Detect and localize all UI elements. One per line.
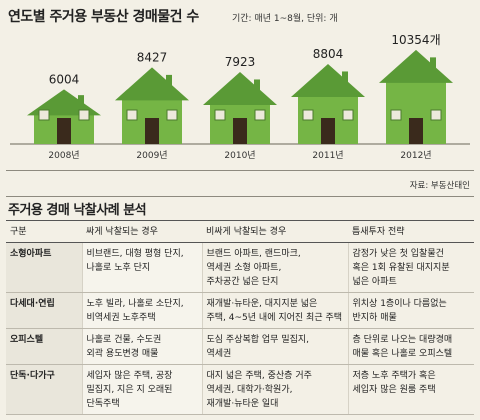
auction-cases-table: 구분 싸게 낙찰되는 경우 비싸게 낙찰되는 경우 틈새투자 전략 소형아파트 …: [6, 220, 474, 415]
chart-title: 연도별 주거용 부동산 경매물건 수: [8, 9, 199, 25]
expensive-cell: 브랜드 아파트, 랜드마크, 역세권 소형 아파트, 주차공간 넓은 단지: [206, 249, 301, 287]
row-type: 다세대·연립: [6, 292, 82, 329]
value-label: 8427: [137, 50, 168, 64]
strategy-cell: 감정가 낮은 첫 입찰물건 혹은 1회 유찰된 대지지분 넓은 아파트: [352, 249, 450, 287]
house-door: [57, 118, 71, 144]
value-label: 6004: [49, 72, 80, 86]
header-strategy: 틈새투자 전략: [348, 220, 474, 243]
strategy-cell: 위치상 1층이나 다름없는 반지하 매물: [352, 299, 447, 323]
house-door: [233, 118, 247, 144]
table-row: 소형아파트 비브랜드, 대형 평형 단지, 나홀로 노후 단지 브랜드 아파트,…: [6, 242, 474, 293]
cheap-cell: 나홀로 건물, 수도권 외곽 용도변경 매물: [86, 335, 162, 359]
category-label: 2009년: [136, 150, 167, 161]
header-cheap: 싸게 낙찰되는 경우: [82, 220, 202, 243]
house-window: [302, 109, 314, 121]
house-roof: [291, 63, 365, 97]
house-roof: [379, 49, 453, 83]
expensive-cell: 대지 넓은 주택, 중산층 거주 역세권, 대학가·학원가, 재개발·뉴타운 일…: [206, 371, 312, 409]
table-row: 단독·다가구 세입자 많은 주택, 공장 밀집지, 지은 지 오래된 단독주택 …: [6, 364, 474, 415]
cheap-cell: 비브랜드, 대형 평형 단지, 나홀로 노후 단지: [86, 249, 184, 273]
house-door: [409, 118, 423, 144]
category-label: 2012년: [400, 150, 431, 161]
source-note: 자료: 부동산태인: [409, 181, 470, 191]
category-label: 2008년: [48, 150, 79, 161]
house-window: [214, 109, 226, 121]
row-type: 오피스텔: [6, 328, 82, 365]
strategy-cell: 층 단위로 나오는 대량경매 매물 혹은 나홀로 오피스텔: [352, 335, 453, 359]
table-row: 다세대·연립 노후 빌라, 나홀로 소단지, 비역세권 노후주택 재개발·뉴타운…: [6, 292, 474, 329]
cheap-cell: 노후 빌라, 나홀로 소단지, 비역세권 노후주택: [86, 299, 184, 323]
house-door: [145, 118, 159, 144]
house-window: [390, 109, 402, 121]
house-window: [166, 109, 178, 121]
category-label: 2011년: [312, 150, 343, 161]
row-type: 소형아파트: [6, 242, 82, 293]
header-expensive: 비싸게 낙찰되는 경우: [202, 220, 348, 243]
house-door: [321, 118, 335, 144]
house-window: [38, 109, 50, 121]
divider: [6, 196, 474, 197]
chart-subtitle: 기간: 매년 1~8월, 단위: 개: [232, 14, 338, 24]
expensive-cell: 재개발·뉴타운, 대지지분 넓은 주택, 4~5년 내에 지어진 최근 주택: [206, 299, 343, 323]
divider: [6, 170, 474, 171]
expensive-cell: 도심 주상복합 업무 밀집지, 역세권: [206, 335, 310, 359]
strategy-cell: 저층 노후 주택가 혹은 세입자 많은 원룸 주택: [352, 371, 436, 395]
header-type: 구분: [6, 220, 82, 243]
house-chimney: [430, 57, 436, 74]
house-chimney: [78, 95, 84, 108]
house-chimney: [254, 79, 260, 96]
house-chimney: [342, 71, 348, 88]
house-window: [254, 109, 266, 121]
table-row: 오피스텔 나홀로 건물, 수도권 외곽 용도변경 매물 도심 주상복합 업무 밀…: [6, 328, 474, 365]
row-type: 단독·다가구: [6, 364, 82, 415]
house-window: [430, 109, 442, 121]
value-label: 7923: [225, 55, 256, 69]
table-header-row: 구분 싸게 낙찰되는 경우 비싸게 낙찰되는 경우 틈새투자 전략: [6, 220, 474, 243]
house-roof: [115, 67, 189, 101]
value-label: 8804: [313, 47, 344, 61]
house-roof: [203, 71, 277, 105]
house-window: [78, 109, 90, 121]
cheap-cell: 세입자 많은 주택, 공장 밀집지, 지은 지 오래된 단독주택: [86, 371, 173, 409]
house-roof: [27, 89, 101, 116]
category-label: 2010년: [224, 150, 255, 161]
house-window: [342, 109, 354, 121]
value-label: 10354개: [391, 33, 440, 47]
house-window: [126, 109, 138, 121]
house-chimney: [166, 74, 172, 92]
table-title: 주거용 경매 낙찰사례 분석: [8, 203, 147, 218]
house-bar-chart: 6004 2008년 8427 2009년 7923 2010년 8804 2011년 1035…: [10, 33, 470, 161]
